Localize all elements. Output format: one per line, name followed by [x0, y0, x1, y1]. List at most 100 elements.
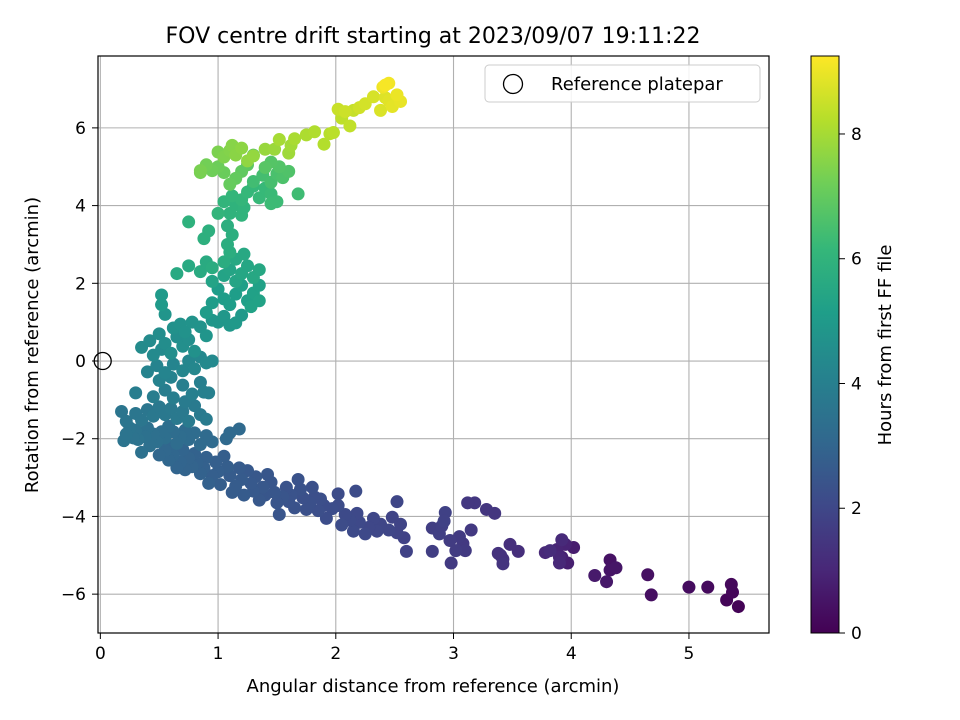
- data-point: [588, 568, 602, 582]
- colorbar-label: Hours from first FF file: [875, 245, 896, 446]
- y-tick-label: 2: [75, 274, 86, 294]
- legend: Reference platepar: [484, 64, 761, 103]
- data-point: [237, 488, 251, 502]
- data-point: [199, 329, 213, 343]
- x-tick-label: 5: [684, 644, 695, 664]
- legend-box: [484, 64, 761, 103]
- data-point: [358, 527, 372, 541]
- data-point: [166, 391, 180, 405]
- data-point: [644, 588, 658, 602]
- data-point: [202, 224, 216, 238]
- data-point: [268, 142, 282, 156]
- data-point: [152, 448, 166, 462]
- data-point: [338, 105, 352, 119]
- data-point: [205, 261, 219, 275]
- data-point: [461, 496, 475, 510]
- data-point: [458, 544, 472, 558]
- data-point: [600, 575, 614, 589]
- data-point: [164, 346, 178, 360]
- data-point: [319, 511, 333, 525]
- data-point: [129, 386, 143, 400]
- data-point: [479, 502, 493, 516]
- data-point: [205, 354, 219, 368]
- data-point: [374, 103, 388, 117]
- data-point: [235, 308, 249, 322]
- data-point: [143, 334, 157, 348]
- data-point: [552, 556, 566, 570]
- data-point: [299, 502, 313, 516]
- data-point: [223, 298, 237, 312]
- x-tick-label: 3: [448, 644, 459, 664]
- data-point: [232, 461, 246, 475]
- data-point: [252, 263, 266, 277]
- data-point: [182, 215, 196, 229]
- colorbar-tick-label: 0: [851, 624, 862, 644]
- data-point: [252, 294, 266, 308]
- legend-marker: [502, 73, 524, 95]
- data-point: [217, 255, 231, 269]
- y-axis-label: Rotation from reference (arcmin): [22, 197, 43, 493]
- data-point: [437, 514, 451, 528]
- x-axis-label: Angular distance from reference (arcmin): [247, 676, 620, 697]
- data-point: [308, 125, 322, 139]
- data-point: [261, 467, 275, 481]
- data-point: [152, 327, 166, 341]
- data-point: [202, 386, 216, 400]
- data-point: [199, 450, 213, 464]
- data-point: [176, 405, 190, 419]
- data-point: [178, 325, 192, 339]
- data-point: [211, 206, 225, 220]
- y-tick-label: 0: [75, 352, 86, 372]
- legend-label: Reference platepar: [551, 74, 723, 95]
- scatter-points: [115, 76, 745, 614]
- data-point: [213, 478, 227, 492]
- data-point: [346, 524, 360, 538]
- colorbar-bar: [810, 55, 840, 634]
- plot-frame: [97, 55, 770, 634]
- data-point: [202, 476, 216, 490]
- data-point: [188, 344, 202, 358]
- data-point: [170, 436, 184, 450]
- data-point: [115, 405, 129, 419]
- colorbar-tick-label: 4: [851, 374, 862, 394]
- data-point: [491, 546, 505, 560]
- data-point: [119, 414, 133, 428]
- data-point: [258, 161, 272, 175]
- data-point: [503, 537, 517, 551]
- data-point: [170, 461, 184, 475]
- x-tick-label: 0: [95, 644, 106, 664]
- data-point: [241, 259, 255, 273]
- data-point: [135, 413, 149, 427]
- data-point: [225, 485, 239, 499]
- data-point: [701, 580, 715, 594]
- data-point: [305, 480, 319, 494]
- colorbar-ticks: 0 2 4 6 8: [839, 125, 862, 644]
- colorbar-tick-label: 8: [851, 125, 862, 145]
- y-tick-label: −4: [61, 507, 86, 527]
- data-point: [724, 577, 738, 591]
- data-point: [349, 484, 363, 498]
- y-tick-label: −2: [61, 430, 86, 450]
- data-point: [146, 409, 160, 423]
- data-point: [272, 507, 286, 521]
- data-point: [317, 137, 331, 151]
- data-point: [176, 378, 190, 392]
- data-point: [193, 265, 207, 279]
- data-point: [219, 432, 233, 446]
- data-point: [185, 387, 199, 401]
- data-point: [193, 164, 207, 178]
- data-point: [158, 383, 172, 397]
- x-tick-label: 1: [213, 644, 224, 664]
- data-point: [555, 533, 569, 547]
- data-point: [425, 544, 439, 558]
- data-point: [311, 504, 325, 518]
- data-point: [444, 556, 458, 570]
- colorbar-tick-label: 2: [851, 499, 862, 519]
- data-point: [182, 259, 196, 273]
- y-tick-label: 4: [75, 197, 86, 217]
- data-point: [223, 177, 237, 191]
- colorbar-tick-label: 6: [851, 250, 862, 270]
- data-point: [246, 175, 260, 189]
- colorbar: 0 2 4 6 8 Hours from first FF file: [810, 55, 896, 644]
